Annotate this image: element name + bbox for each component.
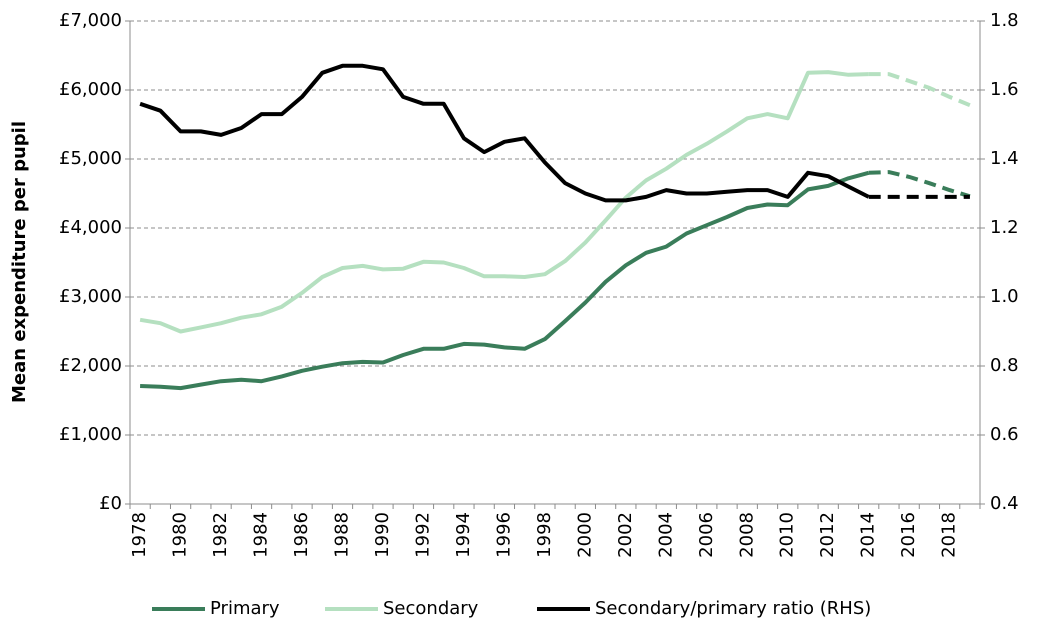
projection-line bbox=[868, 170, 971, 199]
x-tick-label: 1998 bbox=[534, 512, 555, 558]
projection-line bbox=[868, 72, 971, 108]
y-axis-title: Mean expenditure per pupil bbox=[9, 121, 30, 403]
y2-tick-label: 0.6 bbox=[990, 424, 1019, 445]
x-tick-label: 1984 bbox=[251, 512, 272, 558]
x-tick-label: 1988 bbox=[332, 512, 353, 558]
y2-tick-label: 1.8 bbox=[990, 10, 1019, 31]
series-line bbox=[139, 63, 870, 203]
x-tick-label: 2000 bbox=[574, 512, 595, 558]
x-tick-label: 1982 bbox=[210, 512, 231, 558]
y-tick-label: £0 bbox=[99, 493, 122, 514]
legend-label: Secondary bbox=[383, 598, 479, 619]
y2-tick-label: 0.8 bbox=[990, 355, 1019, 376]
legend-label: Primary bbox=[210, 598, 280, 619]
x-tick-label: 1978 bbox=[129, 512, 150, 558]
y-tick-label: £4,000 bbox=[59, 217, 122, 238]
x-tick-label: 2010 bbox=[777, 512, 798, 558]
y2-tick-label: 1.6 bbox=[990, 79, 1019, 100]
x-tick-label: 2008 bbox=[736, 512, 757, 558]
y-tick-label: £5,000 bbox=[59, 148, 122, 169]
legend-label: Secondary/primary ratio (RHS) bbox=[595, 598, 871, 619]
x-tick-label: 1996 bbox=[493, 512, 514, 558]
x-tick-label: 2016 bbox=[898, 512, 919, 558]
x-tick-label: 1994 bbox=[453, 512, 474, 558]
y-tick-label: £6,000 bbox=[59, 79, 122, 100]
x-tick-label: 1990 bbox=[372, 512, 393, 558]
y2-tick-label: 1.2 bbox=[990, 217, 1019, 238]
y-tick-label: £2,000 bbox=[59, 355, 122, 376]
y-tick-label: £3,000 bbox=[59, 286, 122, 307]
y-tick-label: £7,000 bbox=[59, 10, 122, 31]
x-tick-label: 1980 bbox=[170, 512, 191, 558]
y2-tick-label: 0.4 bbox=[990, 493, 1019, 514]
series-line bbox=[139, 70, 869, 334]
x-tick-label: 2006 bbox=[696, 512, 717, 558]
y2-tick-label: 1.4 bbox=[990, 148, 1019, 169]
x-tick-label: 2002 bbox=[615, 512, 636, 558]
series-line bbox=[140, 170, 870, 391]
x-tick-label: 2004 bbox=[655, 512, 676, 558]
x-tick-label: 2012 bbox=[817, 512, 838, 558]
x-tick-label: 1986 bbox=[291, 512, 312, 558]
y-tick-label: £1,000 bbox=[59, 424, 122, 445]
y2-tick-label: 1.0 bbox=[990, 286, 1019, 307]
x-tick-label: 2014 bbox=[858, 512, 879, 558]
x-tick-label: 1992 bbox=[412, 512, 433, 558]
x-tick-label: 2018 bbox=[939, 512, 960, 558]
